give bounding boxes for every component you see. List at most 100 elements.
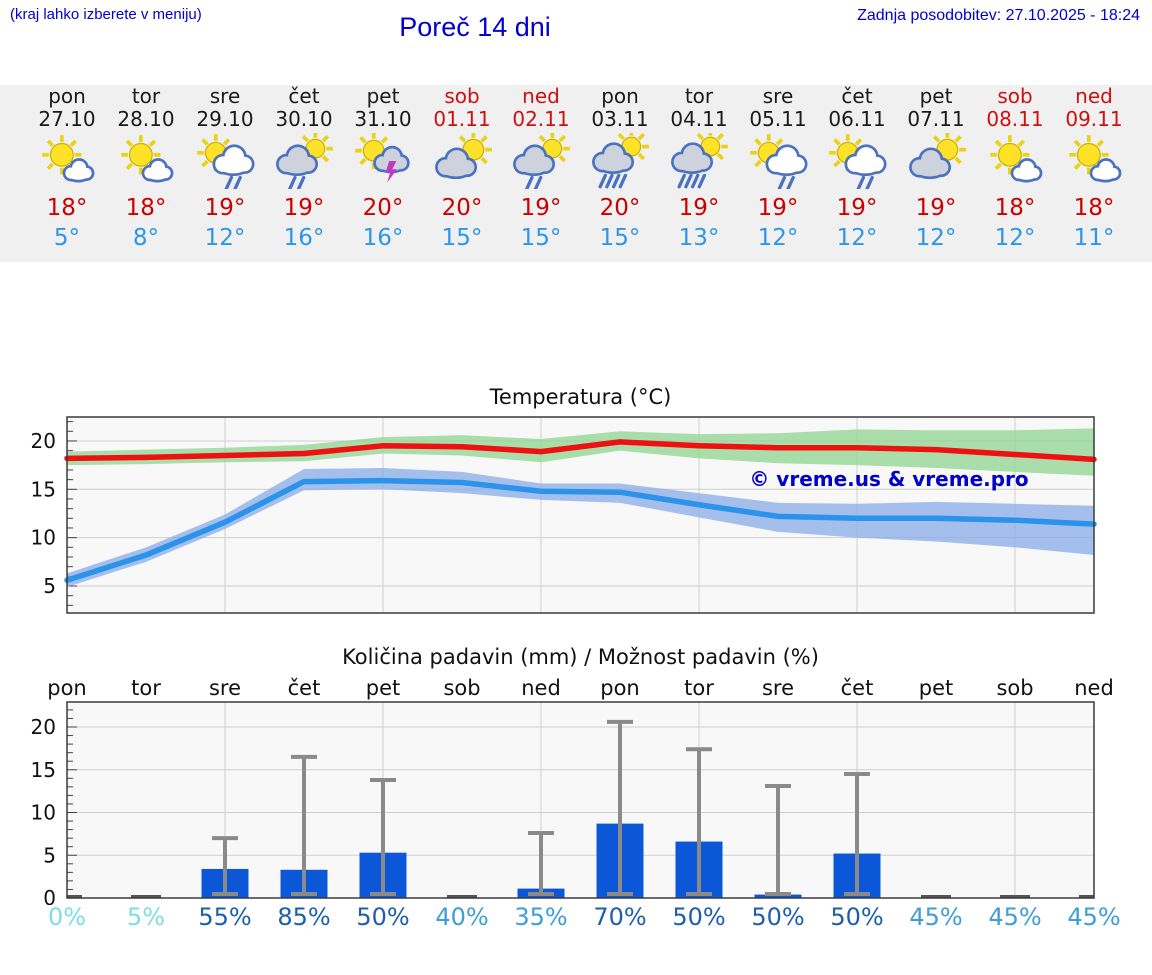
day-name: sre <box>762 84 794 108</box>
temp-chart-title: Temperatura (°C) <box>489 385 672 409</box>
precip-day-label: ned <box>521 676 561 700</box>
forecast-day-03.11: pon 03.11 20° 15° <box>581 85 660 253</box>
temp-min: 15° <box>520 225 562 251</box>
last-update-label: Zadnja posodobitev: 27.10.2025 - 18:24 <box>857 7 1140 24</box>
precip-probability: 0% <box>47 903 87 931</box>
day-date: 08.11 <box>986 107 1044 131</box>
forecast-day-07.11: pet 07.11 19° 12° <box>897 85 976 253</box>
day-date: 31.10 <box>354 107 412 131</box>
precip-day-label: tor <box>131 676 161 700</box>
forecast-day-27.10: pon 27.10 18° 5° <box>28 85 107 253</box>
forecast-day-09.11: ned 09.11 18° 11° <box>1055 85 1134 253</box>
day-date: 06.11 <box>828 107 886 131</box>
precip-probability: 40% <box>435 903 489 931</box>
forecast-day-30.10: čet 30.10 19° 16° <box>265 85 344 253</box>
precip-probability: 5% <box>126 903 166 931</box>
precipitation-chart: 0 5 10 15 20 pon tor sre čet pet sob ned pon tor sre če… <box>0 645 1152 910</box>
svg-text:15: 15 <box>31 758 56 782</box>
precip-day-label: sob <box>996 676 1033 700</box>
precip-probability: 45% <box>988 903 1042 931</box>
svg-text:20: 20 <box>31 429 56 453</box>
sun-small-cloud-icon <box>107 133 186 191</box>
day-name: čet <box>288 84 320 108</box>
forecast-day-08.11: sob 08.11 18° 12° <box>976 85 1055 253</box>
temperature-chart: 5 10 15 20 Temperatura (°C) © vreme.us & vrem… <box>0 385 1152 625</box>
temp-max: 19° <box>204 195 246 221</box>
day-name: tor <box>684 84 714 108</box>
sun-small-cloud-icon <box>28 133 107 191</box>
svg-text:5: 5 <box>43 574 56 598</box>
precip-bar <box>754 894 802 898</box>
precip-probability-row: 0% 5% 55% 85% 50% 40% 35% 70% 50% 50% 50% 45% 45% 45% <box>0 903 1152 937</box>
precip-day-label: pon <box>47 676 87 700</box>
precip-probability: 50% <box>830 903 884 931</box>
temp-max: 18° <box>46 195 88 221</box>
cloud-sun-icon <box>897 131 976 191</box>
precip-bar-trace <box>447 895 477 898</box>
temp-min: 16° <box>283 225 325 251</box>
forecast-day-29.10: sre 29.10 19° 12° <box>186 85 265 253</box>
precip-day-label: sre <box>209 676 241 700</box>
day-date: 03.11 <box>591 107 649 131</box>
temp-max: 19° <box>836 195 878 221</box>
temp-min: 12° <box>836 225 878 251</box>
forecast-day-31.10: pet 31.10 20° 16° <box>344 85 423 253</box>
temp-min: 12° <box>915 225 957 251</box>
temp-min: 12° <box>994 225 1036 251</box>
precip-probability: 45% <box>1067 903 1121 931</box>
sun-cloud-rain-icon <box>739 133 818 191</box>
day-date: 27.10 <box>38 107 96 131</box>
forecast-day-04.11: tor 04.11 19° 13° <box>660 85 739 253</box>
precip-bar-trace <box>131 895 161 898</box>
cloud-sun-rain-icon <box>502 131 581 191</box>
temp-min: 5° <box>53 225 81 251</box>
cloud-sun-icon <box>423 131 502 191</box>
precip-probability: 50% <box>356 903 410 931</box>
day-name: ned <box>522 84 560 108</box>
sun-cloud-rain-icon <box>186 133 265 191</box>
precip-probability: 55% <box>198 903 252 931</box>
cloud-sun-rain-icon <box>265 131 344 191</box>
precip-bar-trace <box>1079 895 1094 898</box>
forecast-day-02.11: ned 02.11 19° 15° <box>502 85 581 253</box>
day-name: sob <box>997 84 1033 108</box>
svg-text:10: 10 <box>31 526 56 550</box>
precip-probability: 70% <box>593 903 647 931</box>
precip-day-label: pon <box>600 676 640 700</box>
day-date: 04.11 <box>670 107 728 131</box>
precip-day-label: tor <box>684 676 714 700</box>
day-date: 02.11 <box>512 107 570 131</box>
day-name: sob <box>444 84 480 108</box>
temp-min: 12° <box>204 225 246 251</box>
precip-day-label: čet <box>841 676 874 700</box>
sun-cloud-rain-icon <box>818 133 897 191</box>
precip-probability: 85% <box>277 903 331 931</box>
temp-min: 11° <box>1073 225 1115 251</box>
day-name: pet <box>366 84 400 108</box>
day-date: 29.10 <box>196 107 254 131</box>
forecast-day-05.11: sre 05.11 19° 12° <box>739 85 818 253</box>
svg-text:20: 20 <box>31 715 56 739</box>
day-name: tor <box>131 84 161 108</box>
temp-max: 19° <box>915 195 957 221</box>
temp-min: 13° <box>678 225 720 251</box>
svg-text:15: 15 <box>31 477 56 501</box>
temp-min: 15° <box>599 225 641 251</box>
day-name: pet <box>919 84 953 108</box>
forecast-strip: pon 27.10 18° 5° tor 28.10 18° 8° sre 29.10 19° 12°… <box>0 85 1152 262</box>
temp-max: 19° <box>757 195 799 221</box>
precip-bar-trace <box>67 895 82 898</box>
precip-probability: 45% <box>909 903 963 931</box>
precip-day-label: pet <box>919 676 953 700</box>
day-date: 30.10 <box>275 107 333 131</box>
day-date: 05.11 <box>749 107 807 131</box>
forecast-day-28.10: tor 28.10 18° 8° <box>107 85 186 253</box>
forecast-day-06.11: čet 06.11 19° 12° <box>818 85 897 253</box>
temp-min: 12° <box>757 225 799 251</box>
temp-min: 15° <box>441 225 483 251</box>
temp-min: 16° <box>362 225 404 251</box>
svg-text:10: 10 <box>31 801 56 825</box>
location-hint: (kraj lahko izberete v meniju) <box>10 6 202 23</box>
day-date: 09.11 <box>1065 107 1123 131</box>
day-date: 28.10 <box>117 107 175 131</box>
